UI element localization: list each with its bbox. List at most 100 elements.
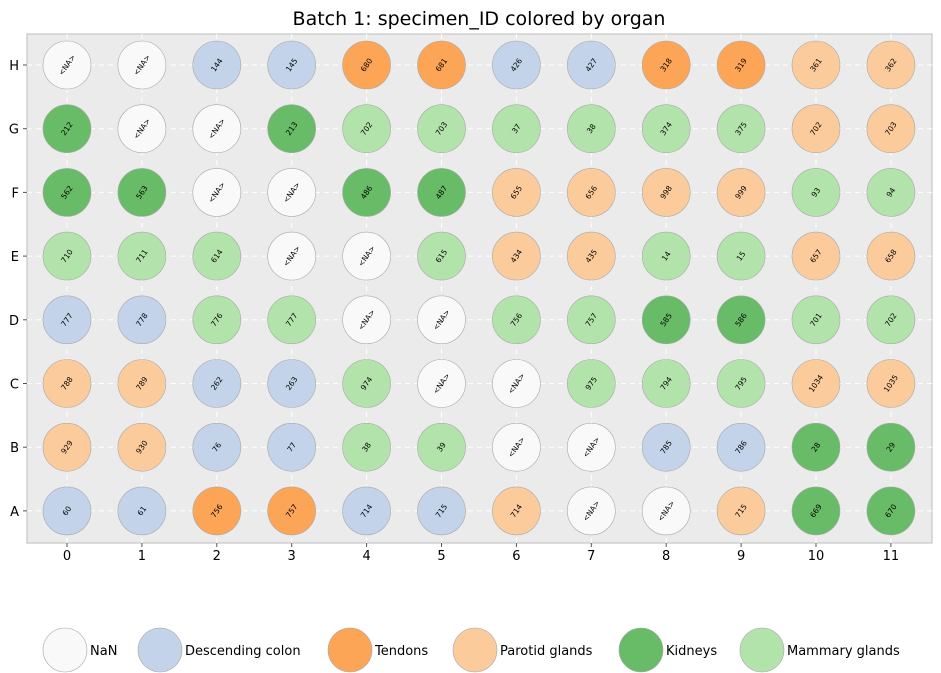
well-point <box>791 168 841 217</box>
well-point <box>42 486 92 536</box>
legend-swatch <box>42 627 88 673</box>
axis-ticks: 0 1 2 3 4 5 6 7 8 9 10 11 H G F E D C B A <box>9 59 899 564</box>
x-tick-label: 1 <box>138 549 146 564</box>
well-point <box>716 295 766 345</box>
well-point <box>192 168 242 217</box>
x-tick-label: 2 <box>213 549 221 564</box>
well-point <box>641 486 691 536</box>
well-point <box>492 486 541 536</box>
legend-label: NaN <box>90 644 117 659</box>
y-tick-label: B <box>10 441 19 456</box>
well-point <box>117 422 167 472</box>
legend-label: Descending colon <box>185 644 301 659</box>
well-point <box>566 422 616 472</box>
well-point <box>417 231 466 281</box>
well-point <box>791 295 841 345</box>
well-point <box>641 231 691 281</box>
y-tick-label: D <box>9 314 19 329</box>
legend-label: Mammary glands <box>787 644 900 659</box>
well-point <box>566 359 616 408</box>
well-point <box>866 40 916 90</box>
well-point <box>342 40 391 90</box>
well-point <box>492 422 541 472</box>
well-point <box>42 422 92 472</box>
well-point <box>791 359 841 408</box>
well-point <box>42 359 92 408</box>
well-point <box>866 422 916 472</box>
well-point <box>267 359 317 408</box>
well-point <box>866 104 916 153</box>
well-point <box>192 40 242 90</box>
well-point <box>342 168 391 217</box>
well-point <box>192 104 242 153</box>
well-point <box>716 40 766 90</box>
legend-swatch <box>618 627 664 673</box>
well-point <box>641 295 691 345</box>
legend-swatch <box>327 627 373 673</box>
x-tick-label: 5 <box>437 549 445 564</box>
well-point <box>417 40 466 90</box>
well-point <box>342 486 391 536</box>
well-point <box>192 231 242 281</box>
well-point <box>342 231 391 281</box>
well-point <box>566 168 616 217</box>
well-point <box>192 422 242 472</box>
legend-label: Kidneys <box>666 644 717 659</box>
plot-area <box>26 33 933 544</box>
y-tick-label: C <box>10 378 19 393</box>
well-point <box>791 104 841 153</box>
well-point <box>417 168 466 217</box>
well-point <box>117 104 167 153</box>
well-point <box>342 422 391 472</box>
well-point <box>267 40 317 90</box>
well-point <box>117 40 167 90</box>
well-point <box>566 40 616 90</box>
well-point <box>641 168 691 217</box>
well-point <box>641 422 691 472</box>
well-point <box>417 359 466 408</box>
chart-title: Batch 1: specimen_ID colored by organ <box>293 8 666 30</box>
well-point <box>641 40 691 90</box>
well-point <box>492 104 541 153</box>
well-point <box>641 104 691 153</box>
well-point <box>791 40 841 90</box>
x-tick-label: 4 <box>362 549 370 564</box>
well-point <box>42 104 92 153</box>
y-tick-label: F <box>12 186 19 201</box>
x-tick-label: 0 <box>63 549 71 564</box>
well-point <box>117 486 167 536</box>
well-point <box>192 359 242 408</box>
well-point <box>716 486 766 536</box>
well-point <box>117 295 167 345</box>
well-point <box>492 168 541 217</box>
legend-label: Tendons <box>374 644 428 659</box>
well-point <box>117 168 167 217</box>
well-point <box>117 231 167 281</box>
well-point <box>492 295 541 345</box>
well-point <box>492 359 541 408</box>
well-point <box>267 422 317 472</box>
legend-swatch <box>137 627 183 673</box>
well-point <box>641 359 691 408</box>
well-point <box>42 168 92 217</box>
well-point <box>566 104 616 153</box>
well-point <box>42 40 92 90</box>
well-point <box>716 359 766 408</box>
well-point <box>42 231 92 281</box>
well-point <box>192 486 242 536</box>
well-point <box>866 295 916 345</box>
well-point <box>267 168 317 217</box>
x-tick-label: 7 <box>587 549 595 564</box>
well-point <box>417 422 466 472</box>
well-point <box>716 168 766 217</box>
y-tick-label: A <box>10 505 19 520</box>
well-point <box>267 231 317 281</box>
well-point <box>866 359 916 408</box>
well-point <box>716 422 766 472</box>
well-point <box>492 231 541 281</box>
x-tick-label: 9 <box>737 549 745 564</box>
well-point <box>42 295 92 345</box>
well-point <box>492 40 541 90</box>
legend: NaN Descending colon Tendons Parotid glands… <box>42 627 900 673</box>
legend-label: Parotid glands <box>500 644 593 659</box>
